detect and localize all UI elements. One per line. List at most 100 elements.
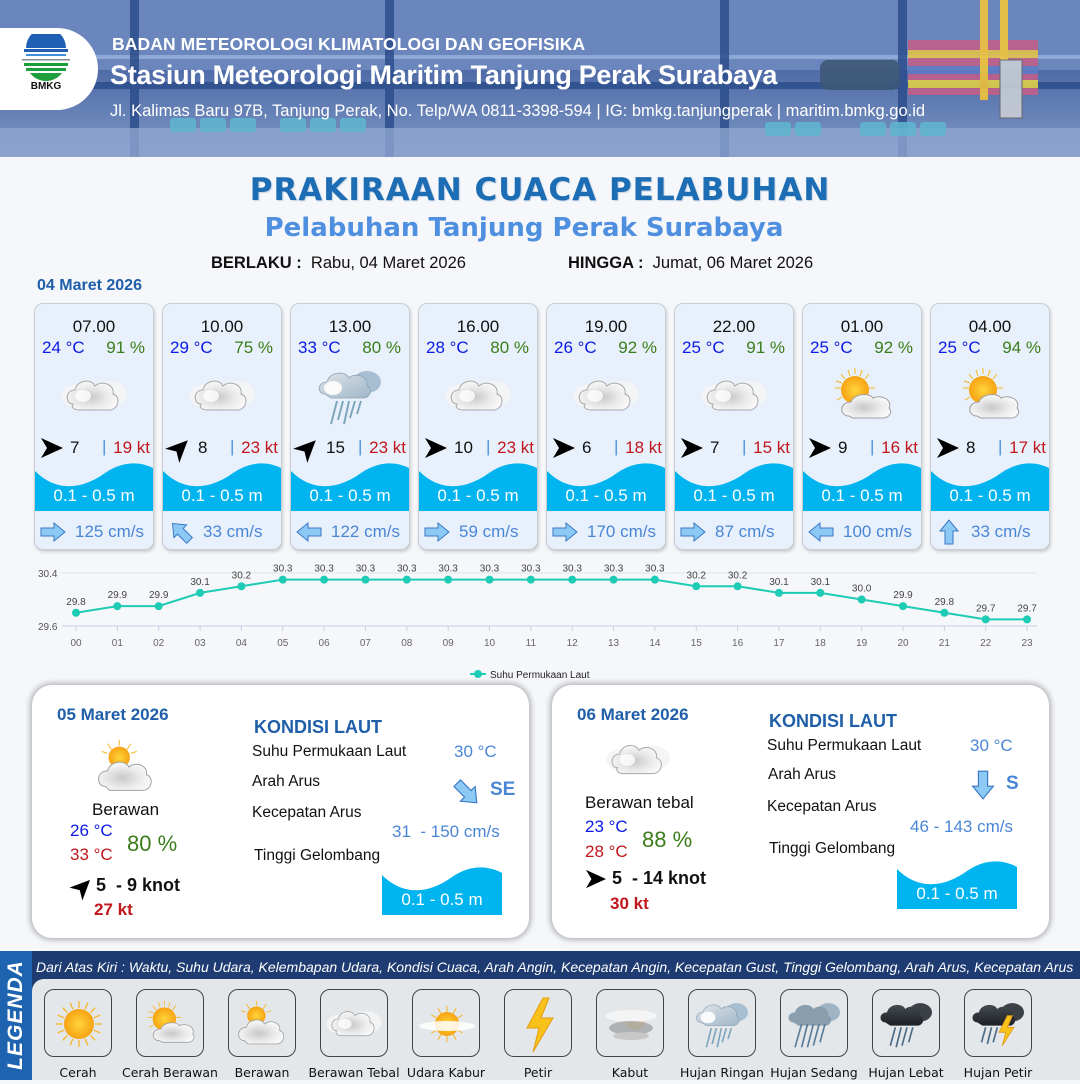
- current-speed: 122 cm/s: [331, 522, 400, 541]
- hujan-lebat-icon: [872, 989, 940, 1057]
- current-speed: 33 cm/s: [971, 522, 1031, 541]
- data-point: [981, 615, 990, 624]
- current-direction-arrow-icon: [808, 522, 834, 542]
- humidity: 92 %: [874, 338, 913, 357]
- legend-item-label: Kabut: [611, 1065, 649, 1080]
- udara-kabur-icon: [412, 989, 480, 1057]
- x-tick: 15: [691, 638, 703, 649]
- gust-speed: 18 kt: [625, 438, 662, 457]
- current-speed: 170 cm/s: [587, 522, 656, 541]
- data-label: 30.1: [811, 577, 831, 588]
- legend-item-cerah: Cerah: [38, 989, 128, 1084]
- x-tick: 14: [649, 638, 661, 649]
- current-direction-value: S: [1006, 773, 1019, 794]
- wind-speed: 15: [326, 438, 345, 457]
- data-point: [444, 575, 453, 584]
- data-label: 30.3: [273, 564, 293, 575]
- gust-speed: 15 kt: [753, 438, 790, 457]
- data-label: 30.3: [604, 564, 624, 575]
- data-label: 30.0: [852, 584, 872, 595]
- day1-date: 04 Maret 2026: [37, 277, 142, 294]
- x-tick: 04: [236, 638, 248, 649]
- weather-condition: Berawan tebal: [585, 793, 694, 812]
- air-temperature: 25 °C: [810, 338, 853, 357]
- wind-speed-range: 5 - 9 knot: [96, 875, 181, 895]
- min-temperature: 26 °C: [70, 821, 113, 840]
- current-direction-arrow-icon: [969, 770, 997, 800]
- legend-item-label: Hujan Sedang: [770, 1065, 858, 1080]
- separator: |: [230, 437, 235, 456]
- daily-forecast-day2: 05 Maret 2026 Berawan 26 °C 33 °C 80 % 5…: [32, 685, 529, 938]
- page-title: PRAKIRAAN CUACA PELABUHAN: [249, 172, 831, 208]
- data-point: [733, 582, 742, 591]
- data-label: 30.3: [480, 564, 500, 575]
- current-direction-arrow-icon: [40, 522, 66, 542]
- gust-speed: 19 kt: [113, 438, 150, 457]
- hourly-card: 13.00 33 °C 80 % 15 | 23 kt 0.1 - 0.5 m …: [290, 303, 410, 550]
- wind-direction-arrow-icon: [40, 437, 64, 459]
- valid-to-label: HINGGA :: [568, 254, 644, 272]
- forecast-time: 22.00: [712, 317, 756, 336]
- current-info: 87 cm/s: [675, 520, 793, 544]
- weather-condition: Berawan: [92, 800, 160, 819]
- agency-name: BADAN METEOROLOGI KLIMATOLOGI DAN GEOFIS…: [112, 34, 586, 54]
- data-point: [940, 608, 949, 617]
- port-illustration: [0, 0, 1080, 157]
- valid-from-label: BERLAKU :: [211, 254, 302, 272]
- weather-berawan-tebal-icon: [187, 366, 259, 426]
- wind-direction-arrow-icon: [680, 437, 704, 459]
- wave-height: 0.1 - 0.5 m: [565, 486, 647, 505]
- data-label: 30.3: [356, 564, 376, 575]
- x-tick: 05: [277, 638, 289, 649]
- current-direction-arrow-icon: [296, 522, 322, 542]
- wave-height: 0.1 - 0.5 m: [309, 486, 391, 505]
- forecast-time: 16.00: [456, 317, 500, 336]
- current-info: 100 cm/s: [803, 520, 921, 544]
- hourly-card: 01.00 25 °C 92 % 9 | 16 kt 0.1 - 0.5 m 1…: [802, 303, 922, 550]
- legend-item-kabut: Kabut: [590, 989, 680, 1084]
- gust-speed: 23 kt: [241, 438, 278, 457]
- legend-item-label: Berawan Tebal: [308, 1065, 400, 1080]
- x-tick: 17: [773, 638, 785, 649]
- air-temperature: 28 °C: [426, 338, 469, 357]
- daily-forecast-day3: 06 Maret 2026 Berawan tebal 23 °C 28 °C …: [552, 685, 1049, 938]
- bmkg-logo-icon: BMKG: [22, 34, 70, 92]
- data-label: 30.3: [521, 564, 541, 575]
- gust-speed: 16 kt: [881, 438, 918, 457]
- min-temperature: 23 °C: [585, 817, 628, 836]
- cerah-icon: [44, 989, 112, 1057]
- legend-description: Dari Atas Kiri : Waktu, Suhu Udara, Kele…: [36, 959, 1074, 975]
- wind-info: 7 | 19 kt: [40, 436, 150, 460]
- data-point: [857, 595, 866, 604]
- contact-info: Jl. Kalimas Baru 97B, Tanjung Perak, No.…: [110, 102, 926, 120]
- hujan-petir-icon: [964, 989, 1032, 1057]
- legend-item-berawan-tebal: Berawan Tebal: [308, 989, 404, 1084]
- valid-to: HINGGA : Jumat, 06 Maret 2026: [568, 254, 813, 273]
- wind-speed: 6: [582, 438, 592, 457]
- current-direction-arrow-icon: [446, 772, 487, 813]
- legend-item-label: Cerah: [59, 1065, 97, 1080]
- legend-icons: Cerah Cerah Berawan Berawan Berawan Teba…: [32, 979, 1080, 1080]
- current-info: 33 cm/s: [163, 520, 281, 544]
- humidity: 94 %: [1002, 338, 1041, 357]
- weather-berawan-tebal-icon: [443, 366, 515, 426]
- data-point: [72, 608, 80, 617]
- weather-cerah-berawan-icon: [955, 366, 1027, 426]
- data-label: 30.2: [728, 570, 748, 581]
- data-point: [154, 602, 163, 611]
- data-label: 29.8: [935, 597, 955, 608]
- legend-item-label: Petir: [523, 1065, 553, 1080]
- data-label: 29.9: [108, 590, 128, 601]
- current-speed: 59 cm/s: [459, 522, 519, 541]
- gust-speed: 17 kt: [1009, 438, 1046, 457]
- current-direction-label: Arah Arus: [768, 766, 837, 783]
- x-tick: 13: [608, 638, 620, 649]
- data-label: 29.8: [66, 597, 86, 608]
- legend-item-label: Hujan Lebat: [868, 1065, 944, 1080]
- y-tick: 29.6: [38, 622, 58, 633]
- legend-item-berawan: Berawan: [222, 989, 312, 1084]
- wind-info: 6 | 18 kt: [552, 436, 662, 460]
- wind-direction-arrow-icon: [424, 437, 448, 459]
- wave-height: 0.1 - 0.5 m: [821, 486, 903, 505]
- wind-speed: 7: [70, 438, 80, 457]
